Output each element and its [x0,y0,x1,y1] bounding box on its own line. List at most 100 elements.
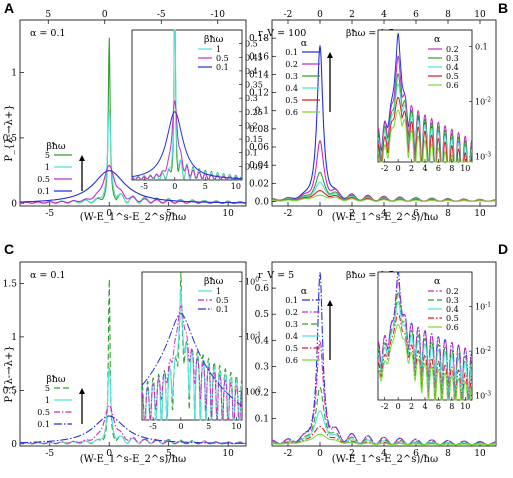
panel-annotation: α = 0.1 [30,270,66,281]
legend-label-0.4: 0.4 [285,332,298,341]
x-tick-label: 5 [166,209,172,219]
y-tick-label: 0.3 [255,362,270,372]
inset-series-0.4 [377,301,473,401]
inset-legend-label-0.2: 0.2 [446,45,459,54]
legend-label-0.5: 0.5 [285,344,298,353]
x-top-tick-label: 0 [102,10,108,20]
inset-legend-label-0.4: 0.4 [446,305,459,314]
y-tick-label: 0.02 [249,179,269,189]
legend-label-5: 5 [45,384,50,393]
legend-title: α [301,286,308,297]
panel-annotation: α = 0.1 [30,28,66,39]
inset-y-tick-label: 10-3 [475,391,491,401]
inset-x-tick-label: 8 [449,164,454,173]
chart-panel-B: -2 0 2 4 6 8 10-2 0 2 4 6 8 100.00.020.040.060.080.1… [249,10,497,223]
inset-legend-title: α [434,34,441,45]
legend-arrowhead [79,388,85,394]
x-axis-label: (W-E_1^s-E_2^s)/ħω [80,454,186,465]
inset-series-0.1 [377,271,473,401]
legend-arrowhead [327,300,333,306]
inset-y-tick-label: 100 [245,277,259,287]
x-top-tick-label: 2 [349,10,355,20]
inset-legend-title: βħω [204,276,224,287]
legend-label-5: 5 [45,151,50,160]
x-tick-label: 6 [413,449,419,459]
y-tick-label: 0 [11,199,17,209]
inset-x-tick-label: 0 [178,422,183,431]
inset-y-tick-label: 0.05 [245,162,263,171]
series-line-0.6 [272,433,496,446]
y-tick-label: 0.12 [249,89,269,99]
inset-legend-label-0.5: 0.5 [216,296,229,305]
legend-label-0.6: 0.6 [285,108,298,117]
inset-x-tick-label: 0 [172,182,177,191]
x-top-tick-label: 4 [381,10,387,20]
x-axis-label: (W-E_1^s-E_2^s)/ħω [80,212,186,223]
inset-x-tick-label: 8 [449,402,454,411]
inset-x-tick-label: 4 [422,402,427,411]
legend-label-0.1: 0.1 [37,187,50,196]
legend-title: α [301,38,308,49]
inset-x-tick-label: 6 [436,402,441,411]
x-tick-label: 0 [317,449,323,459]
inset-x-tick-label: 6 [436,164,441,173]
inset-frame [141,271,243,421]
x-tick-label: 6 [413,209,419,219]
y-tick-label: 0 [11,440,17,450]
legend-label-0.3: 0.3 [285,72,298,81]
series-line-0.1 [19,170,246,204]
inset-x-tick-label: -5 [140,182,148,191]
series-line-0.5 [20,164,246,204]
inset-x-tick-label: -2 [381,164,389,173]
series-line-0.4 [272,410,496,446]
inset-x-tick-label: 5 [206,422,211,431]
axes-frame [19,261,247,447]
y-tick-label: 0.0 [255,197,270,207]
inset-x-tick-label: 2 [409,164,414,173]
inset-series-0.1 [141,313,243,407]
inset-legend-label-0.1: 0.1 [216,305,229,314]
y-tick-label: 0.5 [255,310,270,320]
panel-label-c: C [4,241,14,257]
x-axis-label: (W-E_1^s-E_2^s)/ħω [332,212,438,223]
y-tick-label: 1.5 [3,279,18,289]
inset-y-tick-label: 10-3 [475,152,491,162]
x-tick-label: 10 [222,449,234,459]
panel-annotation: βħω = 1.5 [346,270,394,281]
legend-label-0.1: 0.1 [285,48,298,57]
y-tick-label: 0.5 [3,134,18,144]
inset-y-tick-label: 0.4 [245,67,258,76]
axes-frame [19,19,247,207]
inset-legend-label-0.6: 0.6 [446,323,459,332]
y-tick-label: 0.06 [249,143,269,153]
legend-label-0.5: 0.5 [37,175,50,184]
inset-x-tick-label: 10 [460,164,470,173]
inset-x-tick-label: 10 [231,422,241,431]
legend-label-0.1: 0.1 [37,420,50,429]
inset-series-0.6 [377,323,473,401]
legend-label-0.2: 0.2 [285,308,298,317]
inset-y-tick-label: 0.2 [245,121,258,130]
inset-series-0.5 [132,100,243,181]
inset-legend-label-0.3: 0.3 [446,296,459,305]
y-axis-label: P_{λ-→λ+} [4,104,15,161]
inset-legend-label-0.5: 0.5 [446,314,459,323]
inset-legend-label-1: 1 [216,287,221,296]
inset-x-tick-label: 0 [396,164,401,173]
legend-title: βħω [46,374,66,385]
legend-title: βħω [46,141,66,152]
inset-legend-label-0.6: 0.6 [446,81,459,90]
x-tick-label: 5 [166,449,172,459]
x-top-tick-label: -10 [211,10,226,20]
inset-legend-label-0.3: 0.3 [446,54,459,63]
y-tick-label: 1 [11,333,17,343]
inset-x-tick-label: 0 [396,402,401,411]
x-top-tick-label: 5 [45,10,51,20]
inset-y-tick-label: 0.45 [245,53,263,62]
inset-x-tick-label: 10 [231,182,241,191]
y-tick-label: 0.6 [255,284,270,294]
x-tick-label: 8 [445,449,451,459]
legend-label-0.2: 0.2 [285,60,298,69]
